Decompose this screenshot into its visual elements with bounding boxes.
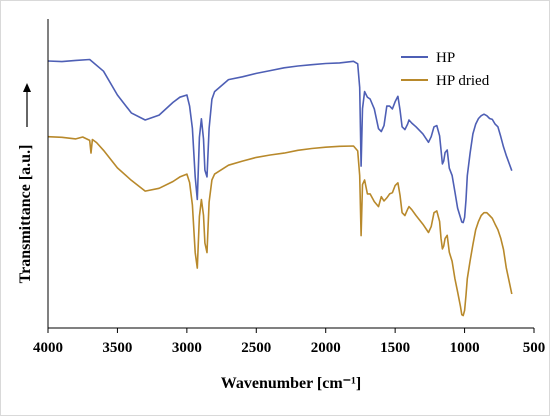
x-tick-label: 2000 xyxy=(311,340,341,356)
legend-label-hp: HP xyxy=(436,50,455,66)
y-axis-title: Transmittance [a.u.] xyxy=(17,145,34,284)
x-tick-label: 2500 xyxy=(241,340,271,356)
y-axis-arrow-icon xyxy=(23,83,31,127)
series-line-hp-dried xyxy=(47,135,513,317)
x-tick-label: 3000 xyxy=(172,340,202,356)
x-tick-label: 3500 xyxy=(102,340,132,356)
xtick-layer: 4000 3500 3000 2500 2000 1500 1000 500 xyxy=(33,328,545,356)
x-axis-title: Wavenumber [cm⁻¹] xyxy=(221,375,361,392)
legend: HP HP dried xyxy=(401,50,490,89)
legend-label-hp-dried: HP dried xyxy=(436,73,490,89)
axes-layer xyxy=(47,19,534,329)
series-line-hp xyxy=(47,58,513,224)
x-tick-label: 1000 xyxy=(450,340,480,356)
labels-layer: Wavenumber [cm⁻¹] Transmittance [a.u.] xyxy=(17,83,361,392)
x-tick-label: 500 xyxy=(523,340,546,356)
x-tick-label: 4000 xyxy=(33,340,63,356)
x-tick-label: 1500 xyxy=(380,340,410,356)
series-layer xyxy=(47,58,513,317)
